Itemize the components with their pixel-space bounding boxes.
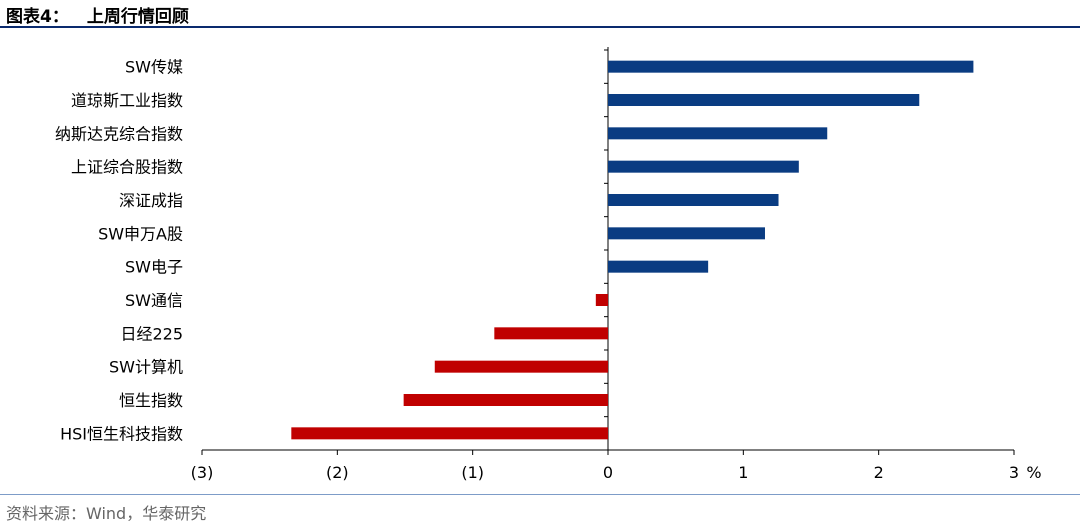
category-label: SW申万A股 (98, 224, 183, 243)
x-unit-label: % (1026, 463, 1041, 482)
bar (608, 94, 920, 106)
x-tick-label: 1 (738, 463, 748, 482)
bar (494, 327, 608, 340)
figure-label: 图表4： (6, 7, 69, 27)
source-note: 资料来源：Wind，华泰研究 (6, 504, 207, 523)
bar (403, 394, 608, 406)
category-label: SW电子 (125, 258, 183, 277)
bar (608, 194, 779, 206)
x-tick-label: 3 (1009, 463, 1019, 482)
category-label: 上证综合股指数 (71, 158, 183, 177)
bar (291, 427, 608, 440)
x-tick-label: (2) (326, 463, 349, 482)
x-tick-label: 0 (603, 463, 613, 482)
figure-title-text: 上周行情回顾 (86, 7, 189, 27)
bar (608, 260, 709, 273)
bottom-rule (0, 494, 1080, 495)
x-tick-label: (3) (191, 463, 214, 482)
category-label: 日经225 (120, 324, 183, 343)
x-tick-label: 2 (874, 463, 884, 482)
figure-title: 图表4： 上周行情回顾 (6, 2, 189, 27)
x-tick-label: (1) (461, 463, 484, 482)
category-label: HSI恒生科技指数 (60, 424, 183, 443)
category-label: SW计算机 (109, 358, 183, 377)
category-label: 恒生指数 (119, 391, 183, 410)
bar (595, 294, 608, 306)
bar (608, 60, 974, 73)
category-label: 深证成指 (119, 191, 183, 210)
category-label: SW传媒 (125, 58, 183, 77)
category-label: 纳斯达克综合指数 (55, 124, 183, 143)
bar (608, 160, 799, 173)
bar (608, 227, 765, 240)
category-label: SW通信 (125, 291, 183, 310)
bar (608, 127, 828, 140)
bar (434, 360, 608, 373)
top-rule (0, 26, 1080, 28)
category-label: 道琼斯工业指数 (71, 91, 183, 110)
